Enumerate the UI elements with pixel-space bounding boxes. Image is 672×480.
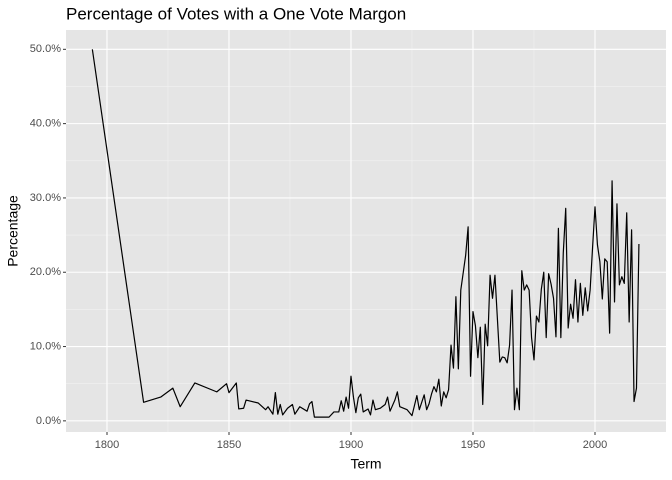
- x-tick-label: 1850: [217, 439, 241, 451]
- y-tick-label: 50.0%: [30, 43, 61, 55]
- x-tick-label: 1800: [95, 439, 119, 451]
- chart-title: Percentage of Votes with a One Vote Marg…: [66, 4, 406, 23]
- x-tick-label: 2000: [583, 439, 607, 451]
- y-tick-label: 20.0%: [30, 266, 61, 278]
- x-tick-label: 1900: [339, 439, 363, 451]
- grid: [66, 30, 666, 432]
- line: [91, 49, 640, 418]
- y-axis-label: Percentage: [5, 195, 21, 267]
- x-axis-label: Term: [350, 456, 381, 472]
- y-tick-label: 30.0%: [30, 192, 61, 204]
- x-tick-label: 1950: [461, 439, 485, 451]
- panel: [66, 30, 666, 432]
- y-tick-label: 40.0%: [30, 118, 61, 130]
- y-tick-label: 10.0%: [30, 340, 61, 352]
- y-tick-label: 0.0%: [36, 415, 61, 427]
